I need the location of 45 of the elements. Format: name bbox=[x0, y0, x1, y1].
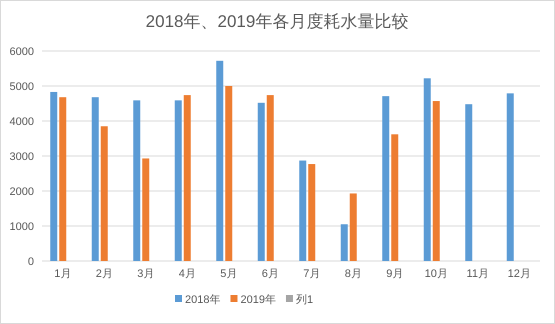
y-tick-label: 3000 bbox=[10, 151, 34, 163]
x-tick-label: 1月 bbox=[54, 268, 72, 280]
bar bbox=[266, 95, 274, 261]
bar bbox=[340, 224, 348, 261]
y-tick-label: 4000 bbox=[10, 116, 34, 128]
bar bbox=[216, 60, 224, 261]
x-tick-label: 7月 bbox=[303, 268, 320, 280]
legend-label: 列1 bbox=[296, 294, 314, 306]
x-tick-label: 3月 bbox=[137, 268, 154, 280]
x-tick-label: 11月 bbox=[466, 268, 489, 280]
x-tick-label: 6月 bbox=[262, 268, 279, 280]
bar bbox=[424, 78, 431, 261]
y-tick-label: 2000 bbox=[10, 186, 34, 198]
bar bbox=[308, 164, 316, 261]
bar bbox=[50, 92, 58, 261]
x-tick-label: 4月 bbox=[178, 268, 196, 280]
bar bbox=[432, 101, 440, 261]
bar bbox=[225, 86, 232, 261]
y-tick-label: 1000 bbox=[10, 221, 34, 233]
bar bbox=[465, 104, 472, 261]
bar bbox=[506, 93, 514, 261]
chart-title: 2018年、2019年各月度耗水量比较 bbox=[146, 12, 408, 31]
x-tick-label: 2月 bbox=[96, 268, 113, 280]
bar bbox=[100, 126, 108, 261]
bar bbox=[142, 158, 150, 261]
bar bbox=[174, 100, 182, 261]
bar bbox=[92, 97, 99, 261]
bar bbox=[258, 102, 265, 261]
x-tick-label: 12月 bbox=[508, 268, 531, 280]
x-tick-label: 8月 bbox=[344, 268, 362, 280]
y-tick-label: 6000 bbox=[10, 46, 34, 58]
y-tick-label: 0 bbox=[28, 256, 34, 268]
bar bbox=[382, 96, 390, 261]
bar bbox=[184, 95, 191, 261]
bar bbox=[133, 100, 140, 261]
bar bbox=[391, 134, 398, 261]
bar bbox=[299, 160, 306, 261]
legend-label: 2019年 bbox=[240, 294, 276, 306]
x-tick-label: 9月 bbox=[386, 268, 404, 280]
y-tick-label: 5000 bbox=[10, 81, 34, 93]
x-tick-label: 10月 bbox=[424, 268, 448, 280]
bar bbox=[350, 193, 357, 261]
legend-label: 2018年 bbox=[185, 294, 220, 306]
bar bbox=[59, 97, 66, 261]
x-tick-label: 5月 bbox=[220, 268, 238, 280]
